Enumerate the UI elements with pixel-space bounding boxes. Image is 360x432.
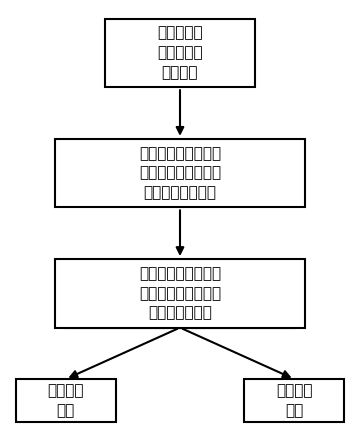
FancyBboxPatch shape [16, 379, 116, 422]
Text: 放置载体，保证载体
尾部的端点不会接触
放置载体的转台: 放置载体，保证载体 尾部的端点不会接触 放置载体的转台 [139, 266, 221, 321]
Text: 水平极化
测试: 水平极化 测试 [48, 383, 84, 418]
FancyBboxPatch shape [105, 19, 255, 87]
Text: 将载体头部
正对电磁波
入射方向: 将载体头部 正对电磁波 入射方向 [157, 25, 203, 80]
Text: 水平极化
测试: 水平极化 测试 [276, 383, 312, 418]
Text: 将测试目标放入法兰
接口，并使其棱边和
载体棱边对应平行: 将测试目标放入法兰 接口，并使其棱边和 载体棱边对应平行 [139, 146, 221, 200]
FancyBboxPatch shape [55, 259, 305, 327]
FancyBboxPatch shape [55, 139, 305, 207]
FancyBboxPatch shape [244, 379, 344, 422]
